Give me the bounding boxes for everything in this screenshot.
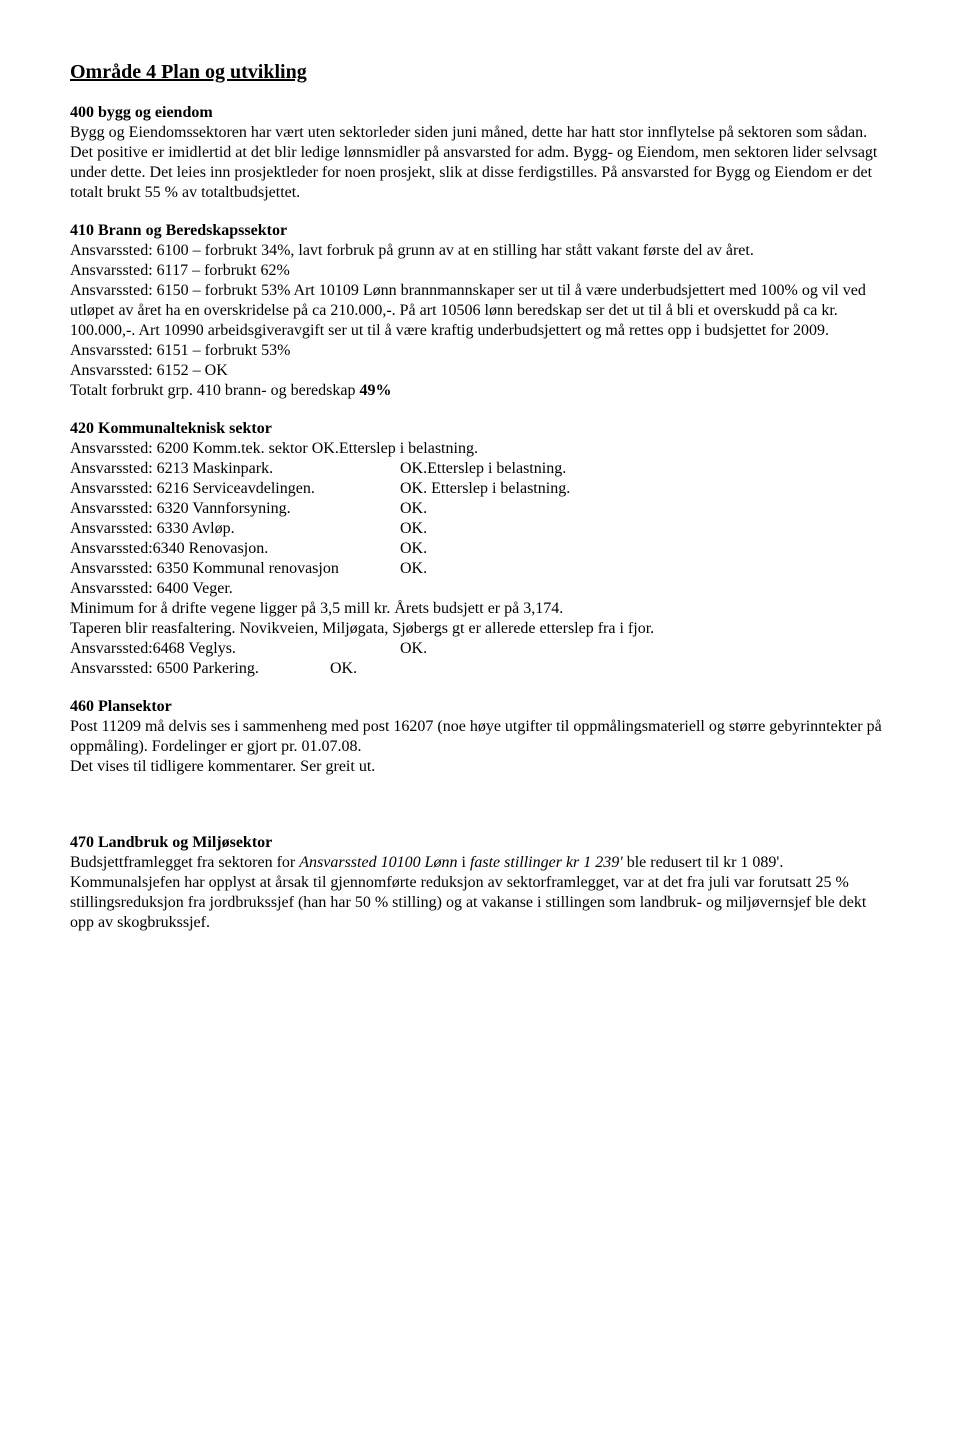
section-420-r9: Minimum for å drifte vegene ligger på 3,…	[70, 599, 890, 619]
section-420-r4a: Ansvarssted: 6320 Vannforsyning.	[70, 499, 400, 519]
section-420-r12a: Ansvarssted: 6500 Parkering.	[70, 659, 330, 679]
section-420-r3b: OK. Etterslep i belastning.	[400, 479, 570, 499]
section-420-r7a: Ansvarssted: 6350 Kommunal renovasjon	[70, 559, 400, 579]
section-420-r3a: Ansvarssted: 6216 Serviceavdelingen.	[70, 479, 400, 499]
section-420-r1: Ansvarssted: 6200 Komm.tek. sektor OK.Et…	[70, 439, 890, 459]
section-400: 400 bygg og eiendom Bygg og Eiendomssekt…	[70, 103, 890, 203]
section-410-line1: Ansvarssted: 6100 – forbrukt 34%, lavt f…	[70, 242, 754, 259]
section-420-r2b: OK.Etterslep i belastning.	[400, 459, 566, 479]
section-460-heading: 460 Plansektor	[70, 697, 890, 717]
section-470-body: Budsjettframlegget fra sektoren for Ansv…	[70, 853, 890, 933]
section-420-r7b: OK.	[400, 559, 427, 579]
section-420-r5a: Ansvarssted: 6330 Avløp.	[70, 519, 400, 539]
section-420-r11a: Ansvarssted:6468 Veglys.	[70, 639, 400, 659]
section-420-r5b: OK.	[400, 519, 427, 539]
section-410-line2: Ansvarssted: 6117 – forbrukt 62%	[70, 262, 290, 279]
section-410-line6b: 49%	[359, 382, 391, 399]
section-460-line2: Det vises til tidligere kommentarer. Ser…	[70, 757, 890, 777]
section-470-p1d: faste stillinger kr 1 239'	[470, 854, 623, 871]
section-410-heading: 410 Brann og Beredskapssektor	[70, 222, 287, 239]
section-420: 420 Kommunalteknisk sektor Ansvarssted: …	[70, 419, 890, 679]
section-400-heading: 400 bygg og eiendom	[70, 104, 213, 121]
section-420-r6a: Ansvarssted:6340 Renovasjon.	[70, 539, 400, 559]
section-420-r11b: OK.	[400, 639, 427, 659]
section-410-line5: Ansvarssted: 6152 – OK	[70, 362, 228, 379]
section-470-heading: 470 Landbruk og Miljøsektor	[70, 833, 890, 853]
section-410-line6a: Totalt forbrukt grp. 410 brann- og bered…	[70, 382, 359, 399]
section-410: 410 Brann og Beredskapssektor Ansvarsste…	[70, 221, 890, 401]
section-410-line3: Ansvarssted: 6150 – forbrukt 53% Art 101…	[70, 282, 866, 339]
section-400-body: Bygg og Eiendomssektoren har vært uten s…	[70, 124, 877, 201]
section-420-r4b: OK.	[400, 499, 427, 519]
section-420-r8: Ansvarssted: 6400 Veger.	[70, 579, 890, 599]
section-470-p1b: Ansvarssted 10100 Lønn	[299, 854, 457, 871]
section-470-p1c: i	[457, 854, 469, 871]
section-420-r12b: OK.	[330, 659, 357, 679]
section-470: 470 Landbruk og Miljøsektor Budsjettfram…	[70, 833, 890, 933]
section-420-r10: Taperen blir reasfaltering. Novikveien, …	[70, 619, 890, 639]
section-460-line1: Post 11209 må delvis ses i sammenheng me…	[70, 717, 890, 757]
section-420-r2a: Ansvarssted: 6213 Maskinpark.	[70, 459, 400, 479]
section-410-line4: Ansvarssted: 6151 – forbrukt 53%	[70, 342, 290, 359]
section-470-p1a: Budsjettframlegget fra sektoren for	[70, 854, 299, 871]
page-title: Område 4 Plan og utvikling	[70, 60, 890, 85]
section-420-heading: 420 Kommunalteknisk sektor	[70, 419, 890, 439]
section-460: 460 Plansektor Post 11209 må delvis ses …	[70, 697, 890, 777]
section-420-r6b: OK.	[400, 539, 427, 559]
